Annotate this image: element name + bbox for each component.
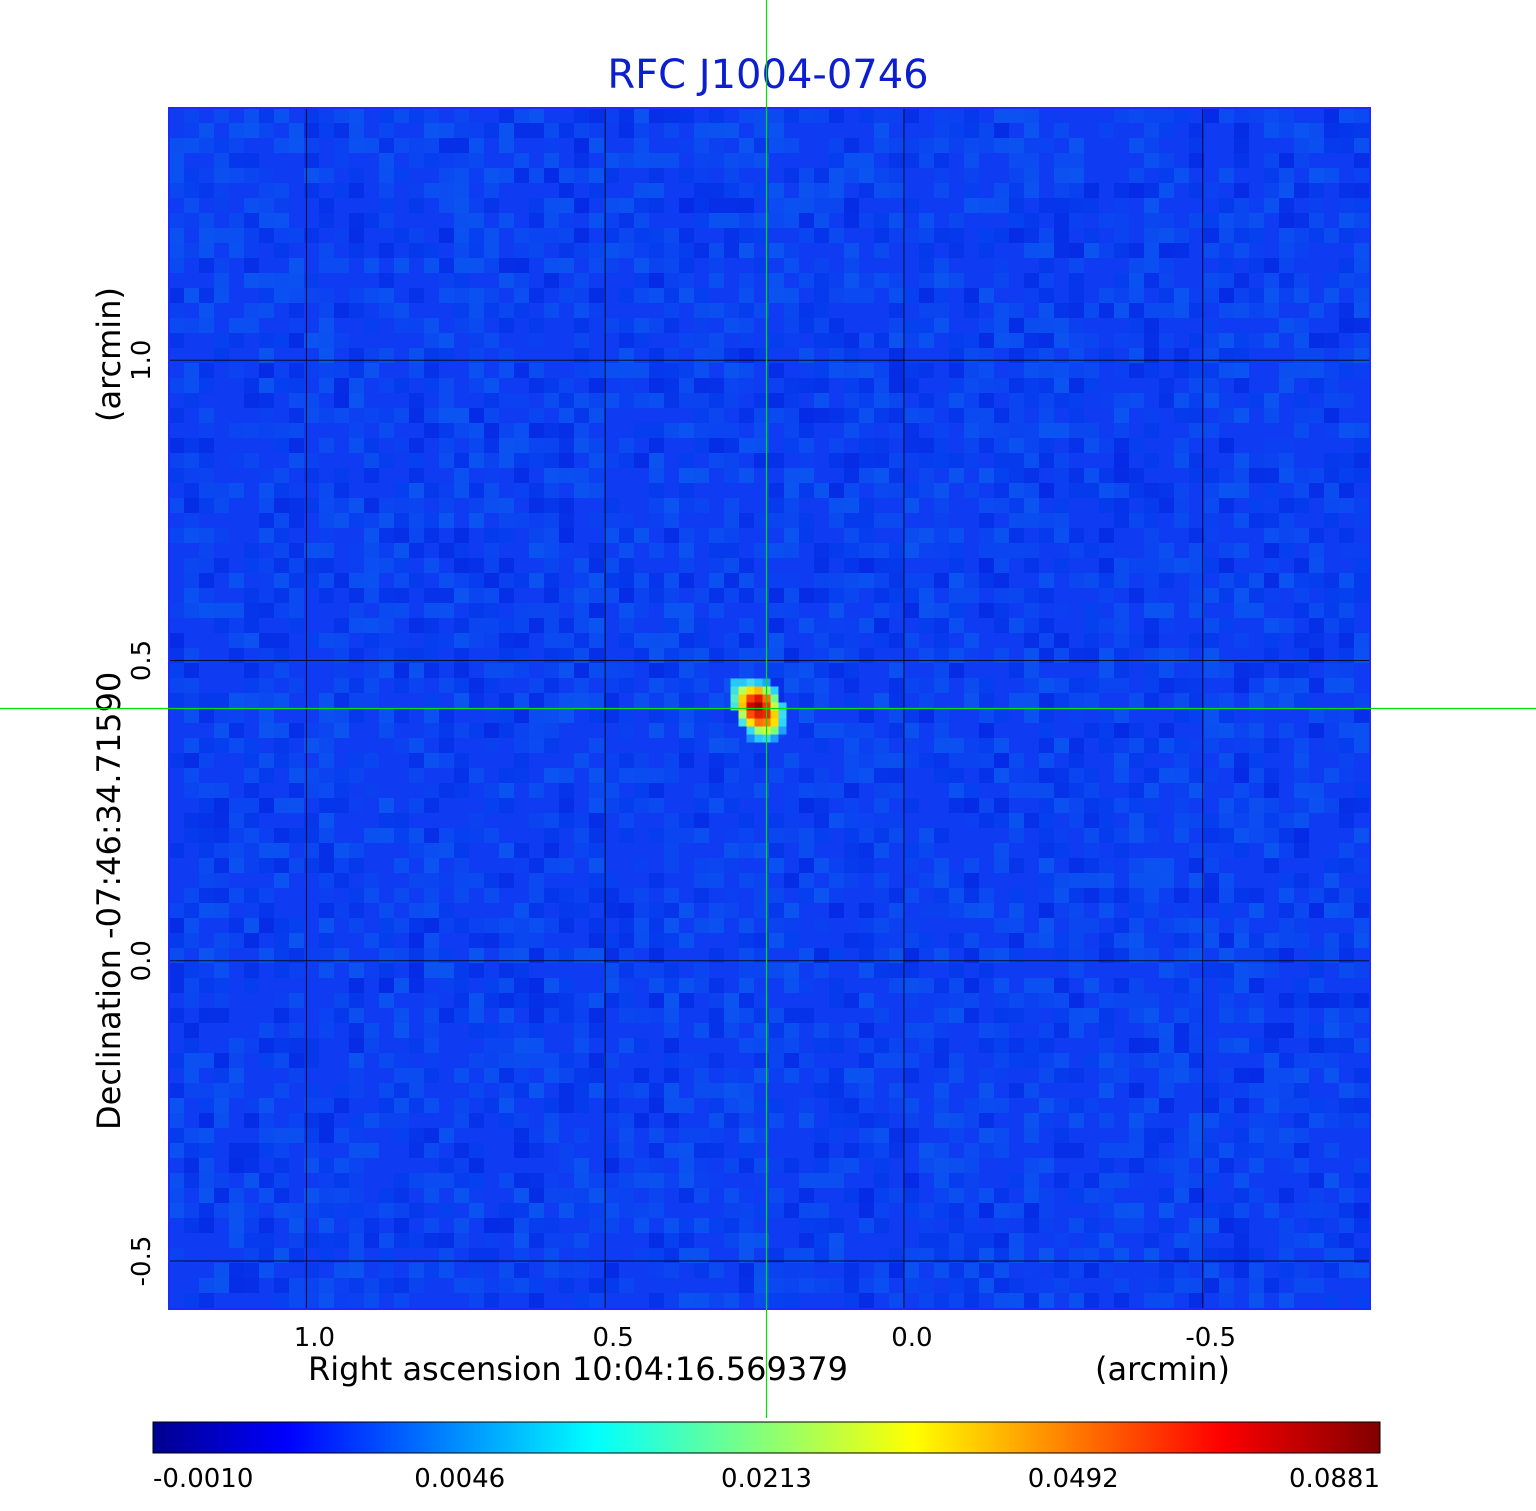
colorbar-tick-label: 0.0881 bbox=[1289, 1464, 1380, 1494]
colorbar-tick-labels: -0.0010 0.0046 0.0213 0.0492 0.0881 bbox=[153, 1464, 1380, 1494]
colorbar-tick-label: 0.0492 bbox=[1028, 1464, 1119, 1494]
x-tick-label: 0.5 bbox=[593, 1323, 634, 1353]
crosshair bbox=[0, 0, 1536, 1418]
y-tick-label: 0.5 bbox=[127, 640, 157, 681]
noise-pixels bbox=[169, 108, 1370, 1309]
colorbar-tick-label: 0.0046 bbox=[414, 1464, 505, 1494]
y-tick-label: -0.5 bbox=[127, 1236, 157, 1287]
colorbar-tick-label: 0.0213 bbox=[721, 1464, 812, 1494]
x-tick-label: 1.0 bbox=[294, 1323, 335, 1353]
y-tick-label: 0.0 bbox=[127, 940, 157, 981]
colorbar bbox=[152, 1421, 1381, 1454]
y-tick-labels: 1.0 0.5 0.0 -0.5 bbox=[127, 340, 157, 1287]
y-axis-unit: (arcmin) bbox=[90, 287, 128, 422]
x-axis-label: Right ascension 10:04:16.569379 bbox=[308, 1350, 848, 1388]
x-tick-label: -0.5 bbox=[1185, 1323, 1236, 1353]
x-axis-unit: (arcmin) bbox=[1095, 1350, 1230, 1388]
y-axis-label: Declination -07:46:34.71590 bbox=[90, 672, 128, 1130]
colorbar-tick-label: -0.0010 bbox=[153, 1464, 253, 1494]
chart-title: RFC J1004-0746 bbox=[607, 52, 928, 98]
x-tick-labels: 1.0 0.5 0.0 -0.5 bbox=[294, 1323, 1236, 1353]
y-tick-label: 1.0 bbox=[127, 340, 157, 381]
x-tick-label: 0.0 bbox=[891, 1323, 932, 1353]
